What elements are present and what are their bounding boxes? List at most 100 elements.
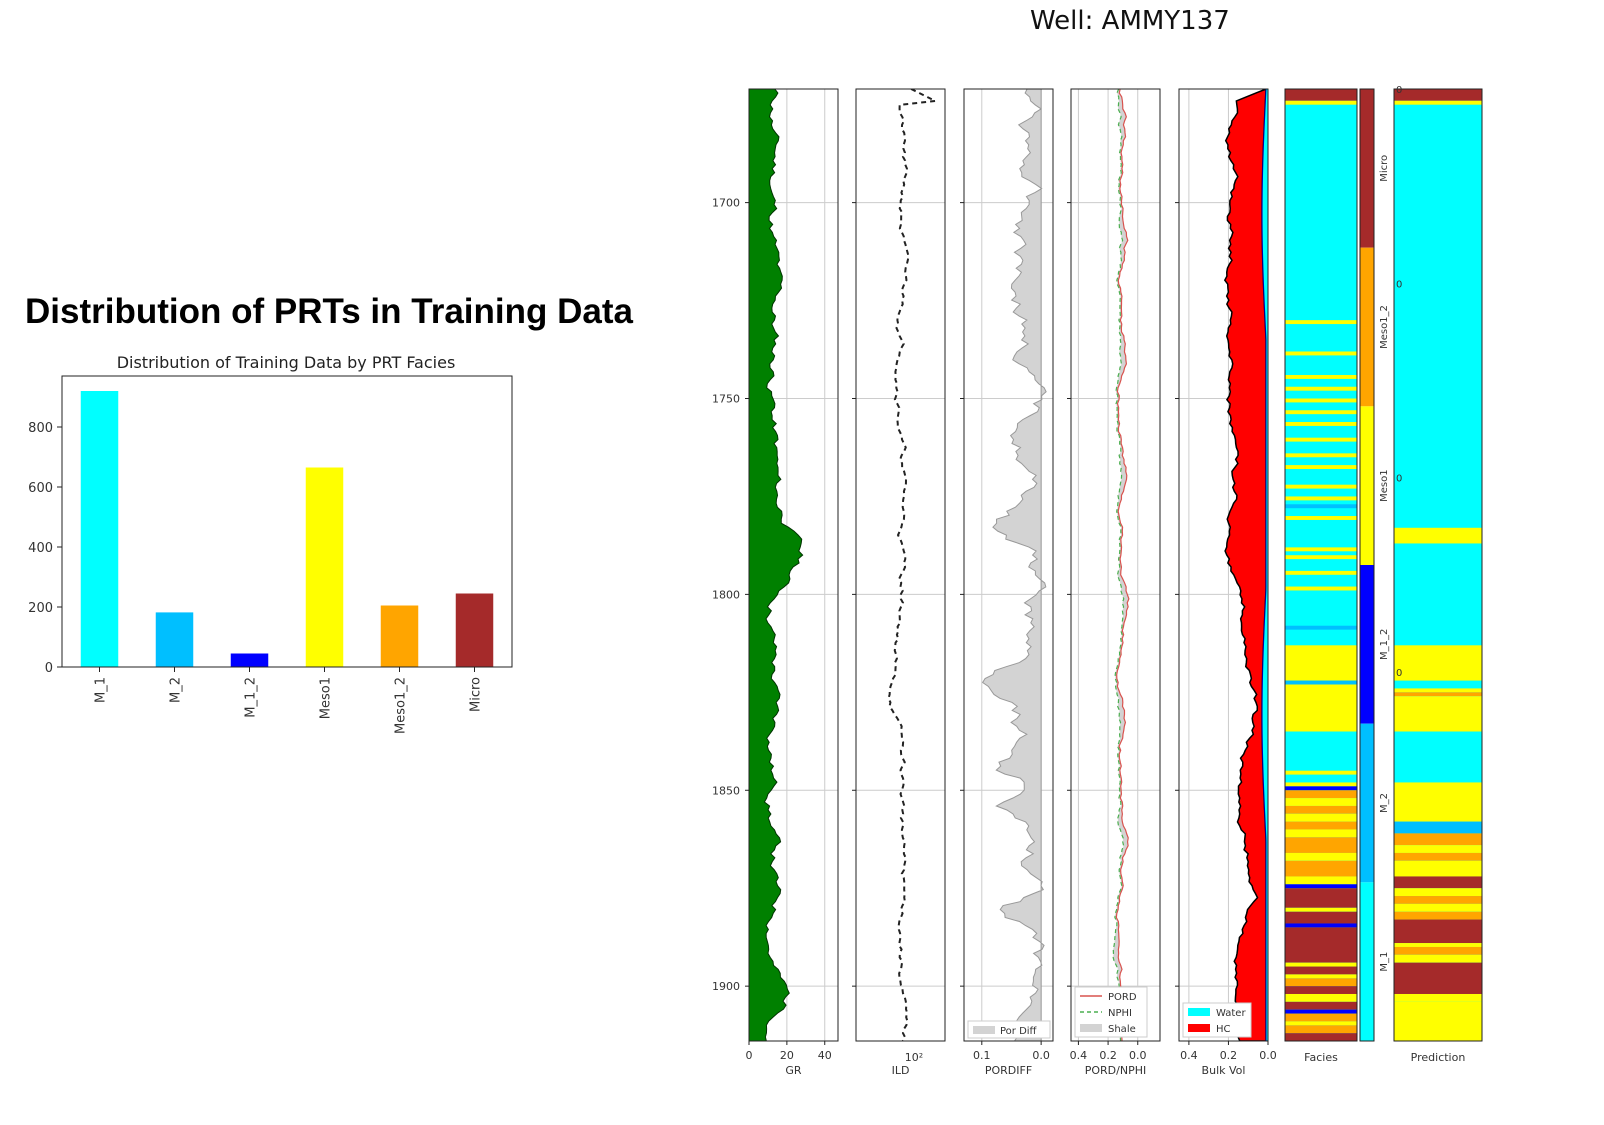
bar-meso1_2 — [380, 605, 419, 667]
colorbar-frame — [1359, 88, 1375, 1042]
facies-strip-band — [1285, 1033, 1357, 1041]
facies-strip-band — [1285, 986, 1357, 994]
bulk-x-tick-label: 0.2 — [1220, 1049, 1238, 1062]
prediction-strip-band — [1394, 852, 1482, 861]
facies-strip-band — [1285, 805, 1357, 814]
track-frame — [748, 88, 839, 1042]
facies-strip-band — [1285, 453, 1357, 458]
prediction-track-name: Prediction — [1411, 1051, 1466, 1064]
facies-strip-band — [1285, 625, 1357, 630]
facies-strip-band — [1285, 89, 1357, 101]
track-name-label: GR — [785, 1064, 802, 1077]
pordiff-x-tick-label: 0.1 — [973, 1049, 991, 1062]
track-frame — [1178, 88, 1269, 1042]
facies-strip-band — [1285, 974, 1357, 979]
colorbar-label: M_1 — [1379, 952, 1390, 972]
facies-strip-band — [1285, 813, 1357, 822]
track-ild — [852, 202, 945, 987]
facies-strip-band — [1285, 484, 1357, 489]
facies-strip-band — [1285, 966, 1357, 975]
bar-plot-frame — [61, 375, 513, 668]
facies-strip-band — [1285, 852, 1357, 861]
facies-strip-band — [1285, 993, 1357, 1002]
track-name-label: Bulk Vol — [1202, 1064, 1246, 1077]
facies-strip-band — [1285, 465, 1357, 470]
pord-curve — [1115, 89, 1130, 1041]
y-tick-label: 600 — [28, 481, 53, 496]
x-tick-label: Meso1_2 — [394, 677, 409, 734]
colorbar-label: Meso1_2 — [1379, 305, 1390, 349]
track-frame — [963, 88, 1054, 1042]
depth-tick-label: 1800 — [712, 588, 740, 601]
prediction-strip-band — [1394, 993, 1482, 1002]
prediction-strip-band — [1394, 845, 1482, 853]
facies-strip-band — [1285, 386, 1357, 391]
prediction-strip-band — [1394, 896, 1482, 904]
facies-strip-band — [1285, 884, 1357, 889]
track-name-label: ILD — [892, 1064, 910, 1077]
track-pord-nphi — [1067, 202, 1160, 987]
pord-legend-label: PORD — [1108, 992, 1137, 1003]
por-diff-legend-label: Por Diff — [1000, 1026, 1038, 1037]
y-tick-label: 400 — [28, 541, 53, 556]
facies-strip-band — [1285, 496, 1357, 501]
facies-strip-band — [1285, 398, 1357, 403]
prediction-strip-band — [1394, 954, 1482, 963]
facies-strip-band — [1285, 1009, 1357, 1014]
facies-strip-band — [1285, 782, 1357, 787]
facies-strip-band — [1285, 586, 1357, 591]
main-title: Distribution of PRTs in Training Data — [25, 292, 633, 331]
prediction-strip-band — [1394, 962, 1482, 994]
facies-strip-band — [1285, 907, 1357, 912]
prediction-strip-band — [1394, 919, 1482, 944]
depth-tick-label: 1900 — [712, 980, 740, 993]
facies-track-name: Facies — [1304, 1051, 1338, 1064]
colorbar-segment-meso1 — [1360, 406, 1374, 565]
facies-strip-band — [1285, 888, 1357, 908]
depth-tick-label: 1850 — [712, 784, 740, 797]
bar-micro — [455, 593, 494, 667]
facies-strip-band — [1285, 410, 1357, 415]
prediction-strip-band — [1394, 888, 1482, 897]
facies-strip-band — [1285, 547, 1357, 552]
facies-strip-band — [1285, 645, 1357, 681]
depth-tick-label: 1700 — [712, 197, 740, 210]
y-tick-label: 200 — [28, 601, 53, 616]
prediction-strip-band — [1394, 696, 1482, 732]
facies-strip-band — [1285, 100, 1357, 105]
prediction-strip-band — [1394, 1001, 1482, 1041]
x-tick-label: M_2 — [169, 677, 184, 703]
colorbar-label: M_1_2 — [1379, 629, 1390, 660]
prediction-strip-band — [1394, 946, 1482, 955]
facies-strip-frame — [1284, 88, 1358, 1042]
facies-strip-band — [1285, 504, 1357, 509]
track-frame — [1070, 88, 1161, 1042]
bulk-x-tick-label: 0.4 — [1180, 1049, 1198, 1062]
facies-strip-band — [1285, 351, 1357, 356]
facies-strip-band — [1285, 786, 1357, 791]
prediction-strip-band — [1394, 692, 1482, 697]
facies-strip-band — [1285, 570, 1357, 575]
prediction-strip-band — [1394, 645, 1482, 681]
hc-legend-swatch — [1188, 1024, 1210, 1032]
facies-strip — [1284, 88, 1358, 1042]
facies-strip-band — [1285, 821, 1357, 830]
x-tick-label: Micro — [469, 677, 484, 712]
gr-x-tick-label: 0 — [746, 1049, 753, 1062]
facies-strip-band — [1285, 978, 1357, 987]
colorbar-segment-m-2 — [1360, 723, 1374, 883]
facies-strip-band — [1285, 320, 1357, 325]
pord-x-tick-label: 0.4 — [1070, 1049, 1088, 1062]
prediction-strip-band — [1394, 100, 1482, 105]
pordiff-x-tick-label: 0.0 — [1032, 1049, 1050, 1062]
well-title: Well: AMMY137 — [1030, 6, 1230, 36]
y-tick-label: 0 — [45, 661, 53, 676]
colorbar-segment-m-1 — [1360, 882, 1374, 1041]
facies-strip-band — [1285, 516, 1357, 520]
hc-fill — [1223, 89, 1267, 1041]
colorbar-tick-label: 0 — [1396, 668, 1402, 679]
pord-x-tick-label: 0.0 — [1129, 1049, 1147, 1062]
prediction-strip-frame — [1393, 88, 1483, 1042]
prediction-strip-band — [1394, 943, 1482, 947]
prt-distribution-bar-chart: Distribution of Training Data by PRT Fac… — [28, 353, 513, 734]
